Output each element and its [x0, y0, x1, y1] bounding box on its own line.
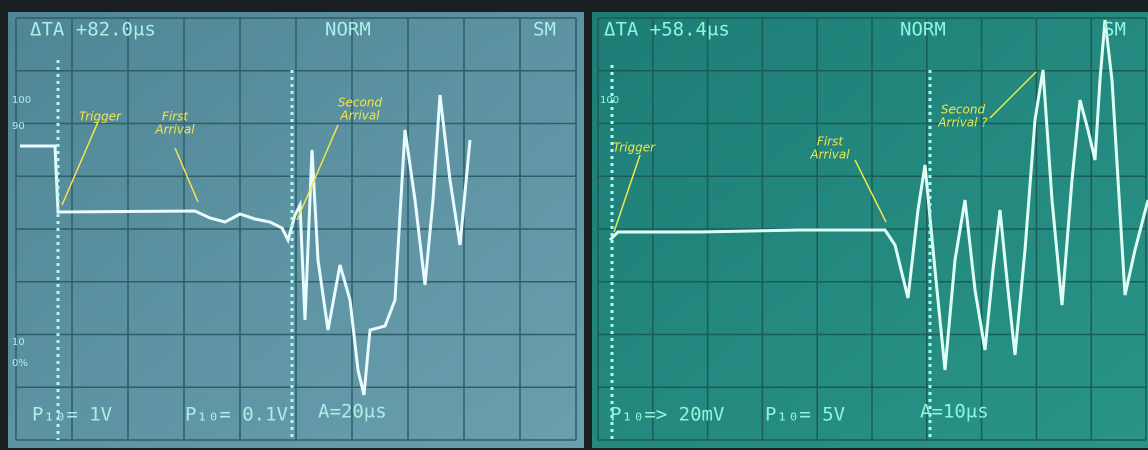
- setting: A=10μs: [920, 401, 989, 423]
- readout: NORM: [900, 19, 946, 41]
- scale-label: 90: [12, 121, 25, 132]
- readout: NORM: [325, 19, 371, 41]
- annotation: Arrival: [339, 109, 380, 123]
- scale-label: 100: [12, 95, 31, 106]
- annotation: Second: [941, 103, 986, 117]
- screenshot: ΔTA +82.0μs NORM SM 100 90 10 0% P₁₀= 1V P₁₀= 0.…: [0, 0, 1148, 450]
- setting: P₁₀= 0.1V: [185, 404, 288, 426]
- setting: P₁₀= 1V: [32, 404, 112, 426]
- annotation: Arrival ?: [937, 116, 988, 130]
- annotation: Second: [338, 96, 383, 110]
- readout: ΔTA +82.0μs: [30, 19, 156, 41]
- setting: A=20μs: [318, 401, 387, 423]
- annotation: Trigger: [79, 110, 122, 124]
- readout: ΔTA +58.4μs: [604, 19, 730, 41]
- annotation: Trigger: [613, 141, 656, 155]
- setting: P₁₀= 5V: [765, 404, 845, 426]
- annotation: Arrival: [809, 148, 850, 162]
- scale-label: 10: [12, 337, 25, 348]
- readout: SM: [1103, 19, 1126, 41]
- annotation: First: [162, 110, 189, 124]
- readout: SM: [533, 19, 556, 41]
- scale-label: 0%: [12, 358, 28, 369]
- annotation: First: [817, 135, 844, 149]
- scale-label: 100: [600, 95, 619, 106]
- setting: P₁₀=> 20mV: [610, 404, 724, 426]
- annotation: Arrival: [154, 123, 195, 137]
